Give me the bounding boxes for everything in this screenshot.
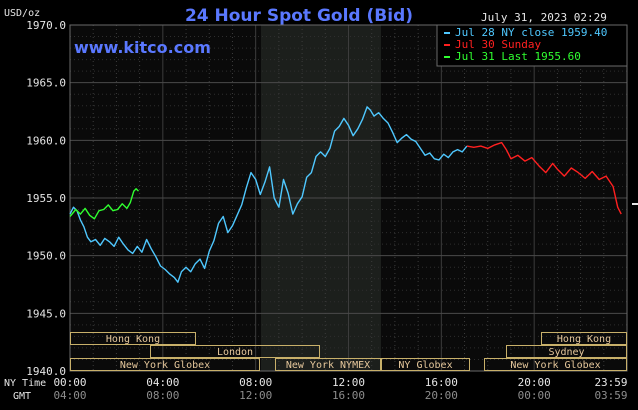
session-bars: Hong Kong London New York Globex New York N… bbox=[70, 332, 627, 371]
series-lines bbox=[69, 106, 622, 283]
x-tick-label-gmt: 03:59 bbox=[594, 389, 627, 402]
series-line bbox=[69, 188, 139, 220]
x-tick-label-ny: 00:00 bbox=[53, 376, 86, 389]
legend-swatch bbox=[444, 44, 450, 46]
y-tick-label: 1940.0 bbox=[26, 365, 66, 378]
legend-entry: Jul 30 Sunday bbox=[455, 38, 541, 51]
legend-swatch bbox=[444, 56, 450, 58]
x-tick-label-gmt: 16:00 bbox=[332, 389, 365, 402]
timestamp: July 31, 2023 02:29 bbox=[481, 11, 607, 24]
x-tick-label-gmt: 00:00 bbox=[518, 389, 551, 402]
session-label-left: New York NYMEX bbox=[286, 360, 370, 371]
legend-entry: Jul 31 Last 1955.60 bbox=[455, 50, 581, 63]
session-label-right: Hong Kong bbox=[557, 334, 611, 345]
session-label-right: Sydney bbox=[548, 347, 584, 358]
y-tick-label: 1965.0 bbox=[26, 77, 66, 90]
session-label-left: New York Globex bbox=[120, 360, 210, 371]
x-tick-label-ny: 08:00 bbox=[239, 376, 272, 389]
x-tick-label-gmt: 12:00 bbox=[239, 389, 272, 402]
y-tick-label: 1960.0 bbox=[26, 134, 66, 147]
x-tick-label-ny: 12:00 bbox=[332, 376, 365, 389]
session-label-left: Hong Kong bbox=[106, 334, 160, 345]
y-tick-label: 1955.0 bbox=[26, 192, 66, 205]
session-bar-left bbox=[275, 358, 381, 371]
session-bar-left bbox=[70, 358, 260, 371]
session-label-right: New York Globex bbox=[510, 360, 600, 371]
legend-swatch bbox=[444, 32, 450, 34]
chart-grid bbox=[69, 24, 628, 372]
x-tick-label-gmt: 04:00 bbox=[53, 389, 86, 402]
x-axis-ticks: 00:00 04:00 08:00 12:00 16:00 20:00 23:5904:00… bbox=[53, 376, 627, 402]
x-tick-label-gmt: 08:00 bbox=[146, 389, 179, 402]
x-tick-label-ny: 04:00 bbox=[146, 376, 179, 389]
legend-box bbox=[436, 24, 628, 67]
session-bar-left bbox=[150, 345, 320, 358]
y-tick-label: 1970.0 bbox=[26, 19, 66, 32]
session-bar-right bbox=[484, 358, 627, 371]
y-axis-ticks: 1970.0 1965.0 1960.0 1955.0 1950.0 1945.0 1940… bbox=[26, 19, 66, 378]
x-tick-label-ny: 20:00 bbox=[518, 376, 551, 389]
right-edge-marker bbox=[632, 203, 638, 205]
y-tick-label: 1945.0 bbox=[26, 307, 66, 320]
session-bar-left bbox=[70, 332, 196, 345]
brand-label: www.kitco.com bbox=[74, 38, 211, 57]
session-bar-right bbox=[506, 345, 627, 358]
legend-entry: Jul 28 NY close 1959.40 bbox=[455, 26, 607, 39]
x-tick-label-ny: 16:00 bbox=[425, 376, 458, 389]
session-bar-left bbox=[381, 358, 470, 371]
ny-time-label: NY Time bbox=[4, 378, 46, 389]
y-unit-label: USD/oz bbox=[4, 8, 40, 19]
series-line bbox=[69, 106, 468, 283]
session-bar-right bbox=[541, 332, 627, 345]
chart-title: 24 Hour Spot Gold (Bid) bbox=[185, 6, 413, 26]
y-tick-label: 1950.0 bbox=[26, 250, 66, 263]
gmt-label: GMT bbox=[13, 391, 31, 402]
x-tick-label-gmt: 20:00 bbox=[425, 389, 458, 402]
session-label-left: London bbox=[217, 347, 253, 358]
session-label-left: NY Globex bbox=[398, 360, 452, 371]
x-tick-label-ny: 23:59 bbox=[594, 376, 627, 389]
series-line bbox=[466, 141, 622, 215]
